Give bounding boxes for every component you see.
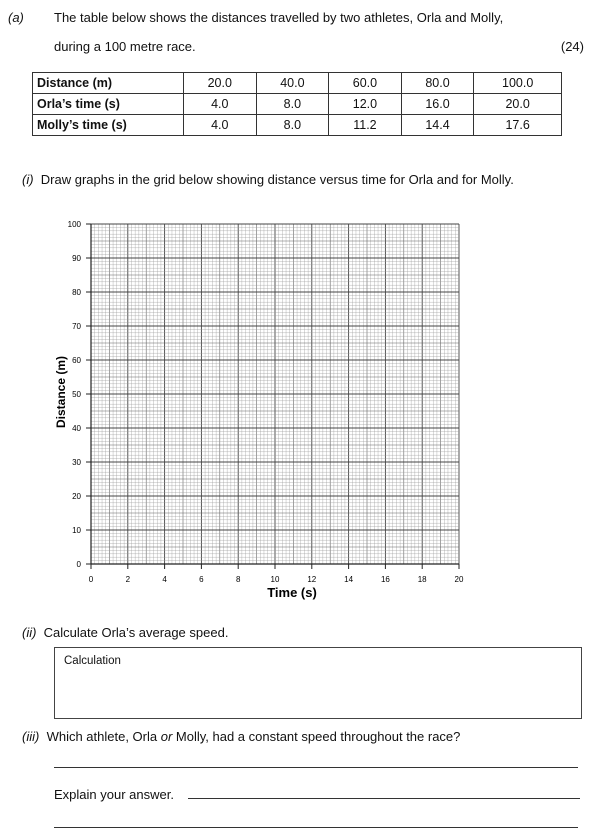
explain-label: Explain your answer. <box>54 787 174 802</box>
answer-line-1[interactable] <box>54 767 578 768</box>
row-header: Molly’s time (s) <box>32 114 184 136</box>
x-tick-label: 16 <box>381 575 390 584</box>
table-cell: 17.6 <box>473 114 562 136</box>
part-iii-text-pre: Which athlete, Orla <box>46 729 161 744</box>
table-cell: 14.4 <box>400 114 475 136</box>
y-tick-label: 50 <box>72 390 81 399</box>
question-label: (a) <box>8 10 24 25</box>
y-tick-label: 90 <box>72 254 81 263</box>
table-row: Distance (m) 20.0 40.0 60.0 80.0 100.0 <box>32 72 562 94</box>
calculation-box[interactable]: Calculation <box>54 647 582 719</box>
part-ii-number: (ii) <box>22 625 37 640</box>
row-header: Distance (m) <box>32 72 184 94</box>
answer-line-2[interactable] <box>54 827 578 828</box>
marks-label: (24) <box>560 39 584 54</box>
table-cell: 40.0 <box>255 72 330 94</box>
question-intro-line2: during a 100 metre race. <box>54 39 196 54</box>
y-tick-label: 70 <box>72 322 81 331</box>
part-i: (i) Draw graphs in the grid below showin… <box>22 172 514 187</box>
x-tick-label: 10 <box>271 575 280 584</box>
x-tick-label: 8 <box>236 575 241 584</box>
y-tick-label: 0 <box>77 560 82 569</box>
part-iii: (iii) Which athlete, Orla or Molly, had … <box>22 729 460 744</box>
part-iii-text-post: Molly, had a constant speed throughout t… <box>172 729 461 744</box>
part-ii: (ii) Calculate Orla’s average speed. <box>22 625 228 640</box>
table-row: Orla’s time (s) 4.0 8.0 12.0 16.0 20.0 <box>32 93 562 115</box>
x-tick-label: 20 <box>455 575 464 584</box>
part-iii-number: (iii) <box>22 729 40 744</box>
explain-answer-line[interactable] <box>188 798 580 799</box>
y-tick-label: 100 <box>68 220 82 229</box>
y-tick-label: 20 <box>72 492 81 501</box>
question-intro-line1: The table below shows the distances trav… <box>54 10 504 25</box>
row-header: Orla’s time (s) <box>32 93 184 115</box>
x-tick-label: 14 <box>344 575 353 584</box>
y-tick-label: 40 <box>72 424 81 433</box>
table-cell: 8.0 <box>255 114 330 136</box>
part-iii-text-or: or <box>160 729 173 744</box>
y-tick-label: 10 <box>72 526 81 535</box>
table-cell: 4.0 <box>183 114 257 136</box>
x-axis-label: Time (s) <box>267 585 317 600</box>
x-tick-label: 6 <box>199 575 204 584</box>
data-table: Distance (m) 20.0 40.0 60.0 80.0 100.0 O… <box>32 72 562 136</box>
x-tick-label: 12 <box>307 575 316 584</box>
calculation-label: Calculation <box>64 655 121 667</box>
y-tick-label: 30 <box>72 458 81 467</box>
x-tick-label: 4 <box>162 575 167 584</box>
x-tick-label: 18 <box>418 575 427 584</box>
table-row: Molly’s time (s) 4.0 8.0 11.2 14.4 17.6 <box>32 114 562 136</box>
part-ii-text: Calculate Orla’s average speed. <box>43 625 229 640</box>
x-tick-label: 0 <box>89 575 94 584</box>
y-tick-label: 60 <box>72 356 81 365</box>
table-cell: 11.2 <box>328 114 402 136</box>
part-i-number: (i) <box>22 172 34 187</box>
y-tick-label: 80 <box>72 288 81 297</box>
x-tick-label: 2 <box>126 575 131 584</box>
y-axis-label: Distance (m) <box>54 356 68 428</box>
part-i-text: Draw graphs in the grid below showing di… <box>40 172 514 187</box>
